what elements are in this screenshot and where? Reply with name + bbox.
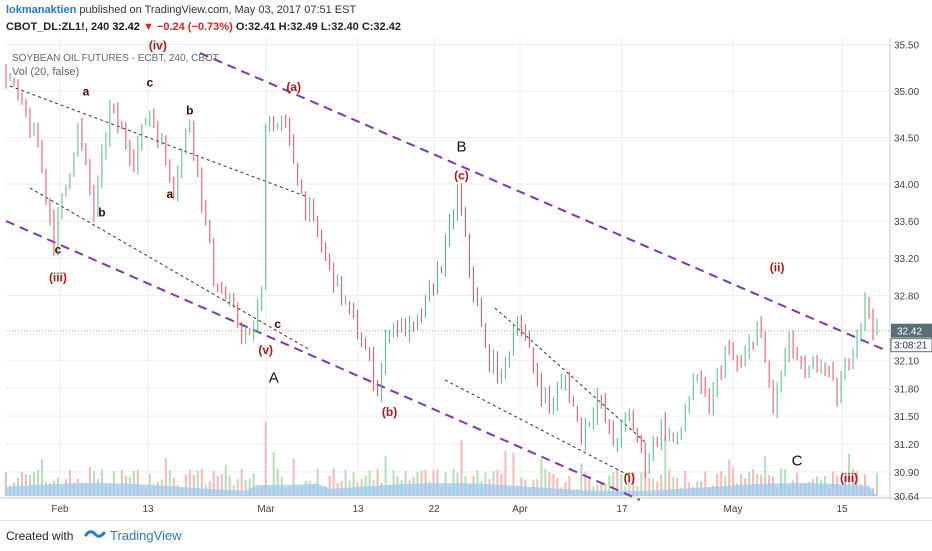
price-tick-label: 30.64 xyxy=(894,492,919,503)
created-with-text: Created with xyxy=(6,529,74,543)
symbol: CBOT_DL:ZL1!, 240 xyxy=(6,21,110,33)
price-tick-label: 35.00 xyxy=(894,87,919,98)
wave-label: (i) xyxy=(624,471,635,485)
author-name[interactable]: lokmanaktien xyxy=(6,4,77,16)
last-price: 32.42 xyxy=(112,21,140,33)
time-tick-label: 15 xyxy=(836,504,848,515)
wave-label: b xyxy=(98,205,105,219)
price-tick-label: 32.80 xyxy=(894,291,919,302)
high-value: H:32.49 xyxy=(278,21,318,33)
time-axis[interactable]: Feb 13 Mar 13 22 Apr 17 May 15 xyxy=(51,504,848,515)
wave-label: (v) xyxy=(258,343,273,357)
price-tick-label: 31.50 xyxy=(894,412,919,423)
wave-label: (iii) xyxy=(49,270,67,284)
wave-labels: (iv)acbabc(iii)c(v)A(a)(b)(c)B(i)(ii)C(i… xyxy=(49,38,858,485)
price-tick-label: 35.50 xyxy=(894,41,919,52)
wave-label: (a) xyxy=(286,80,301,94)
price-tick-label: 30.90 xyxy=(894,468,919,479)
footer: Created with TradingView xyxy=(0,520,932,551)
price-axis[interactable]: 35.50 35.00 34.50 34.00 33.60 33.20 32.80 32.10… xyxy=(894,41,919,503)
low-value: L:32.40 xyxy=(320,21,359,33)
tradingview-logo-icon[interactable] xyxy=(84,527,106,543)
candles xyxy=(5,63,878,478)
publish-line: lokmanaktien published on TradingView.co… xyxy=(6,4,356,16)
wave-label: b xyxy=(186,103,193,117)
time-tick-label: 13 xyxy=(352,504,364,515)
wave-label: (iii) xyxy=(840,471,858,485)
time-tick-label: Apr xyxy=(512,504,528,515)
wave-label: (b) xyxy=(382,405,397,419)
volume-indicator-label: Vol (20, false) xyxy=(12,66,79,78)
last-price-label: 32.42 xyxy=(897,327,922,338)
wave-label: (ii) xyxy=(770,260,785,274)
price-tick-label: 34.50 xyxy=(894,134,919,145)
countdown-label: 3:08:21 xyxy=(894,341,928,352)
down-arrow-icon: ▼ xyxy=(142,21,154,33)
price-tick-label: 32.10 xyxy=(894,356,919,367)
time-tick-label: May xyxy=(724,504,743,515)
price-tick-label: 31.80 xyxy=(894,384,919,395)
published-text: published on TradingView.com, May 03, 20… xyxy=(79,4,357,16)
price-tick-label: 33.60 xyxy=(894,217,919,228)
tradingview-brand[interactable]: TradingView xyxy=(110,528,182,543)
volume-ma-area xyxy=(6,483,878,496)
last-price-marker: 32.42 3:08:21 xyxy=(6,323,932,353)
close-value: C:32.42 xyxy=(361,21,401,33)
price-tick-label: 34.00 xyxy=(894,180,919,191)
symbol-line: CBOT_DL:ZL1!, 240 32.42 ▼ −0.24 (−0.73%)… xyxy=(6,21,401,33)
wave-label: c xyxy=(55,243,62,257)
price-tick-label: 31.20 xyxy=(894,440,919,451)
open-value: O:32.41 xyxy=(235,21,276,33)
time-tick-label: 17 xyxy=(616,504,628,515)
price-chart[interactable]: (iv)acbabc(iii)c(v)A(a)(b)(c)B(i)(ii)C(i… xyxy=(0,38,932,520)
price-change: −0.24 (−0.73%) xyxy=(156,21,233,33)
chart-header: lokmanaktien published on TradingView.co… xyxy=(0,0,932,38)
wave-label: c xyxy=(274,317,281,331)
price-tick-label: 33.20 xyxy=(894,254,919,265)
wave-label: A xyxy=(269,370,279,387)
wave-label: C xyxy=(792,452,803,469)
time-tick-label: Feb xyxy=(51,504,69,515)
wave-label: (c) xyxy=(454,168,469,182)
wave-label: a xyxy=(166,187,173,201)
time-tick-label: 22 xyxy=(428,504,440,515)
wave-label: (iv) xyxy=(149,38,167,52)
wave-label: B xyxy=(456,138,466,155)
time-tick-label: Mar xyxy=(257,504,275,515)
time-tick-label: 13 xyxy=(142,504,154,515)
wave-label: c xyxy=(146,75,153,89)
wave-label: a xyxy=(83,85,90,99)
chart-title: SOYBEAN OIL FUTURES - ECBT, 240, CBOT xyxy=(12,53,219,64)
